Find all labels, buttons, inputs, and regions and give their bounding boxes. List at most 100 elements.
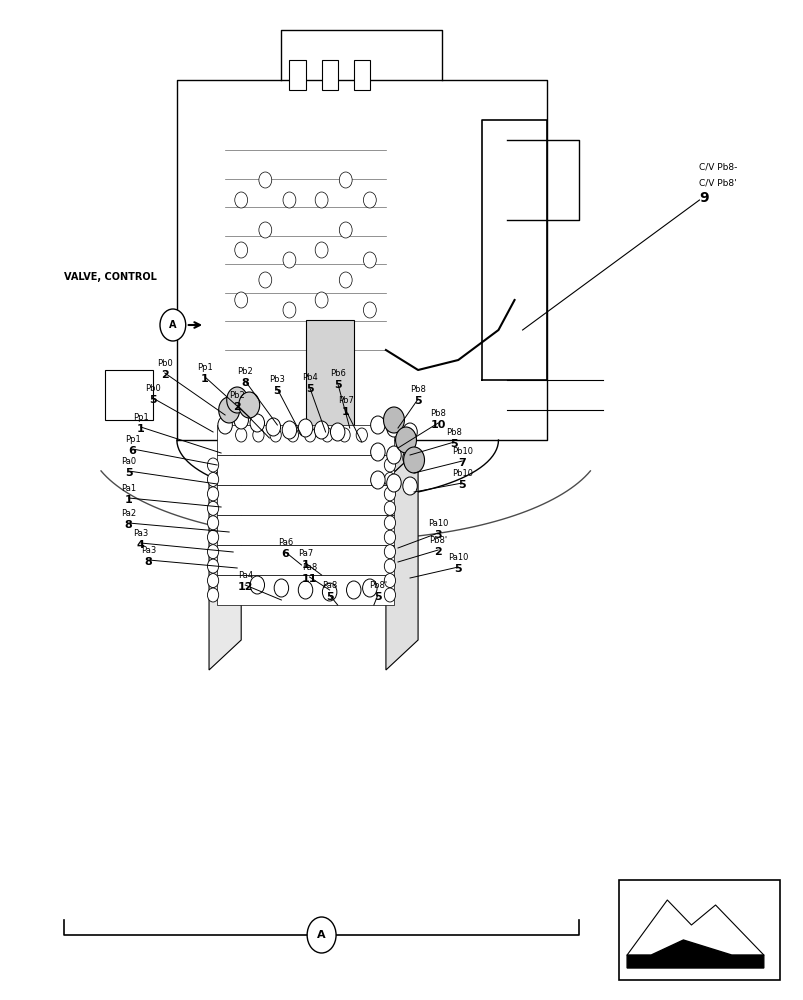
- Text: Pb6: Pb6: [329, 369, 345, 378]
- Circle shape: [402, 477, 417, 495]
- Text: Pb8: Pb8: [430, 409, 446, 418]
- Circle shape: [252, 428, 263, 442]
- Text: Pp1: Pp1: [132, 413, 149, 422]
- Polygon shape: [626, 940, 763, 968]
- Text: Pb8: Pb8: [446, 428, 462, 437]
- Text: Pb10: Pb10: [451, 469, 472, 478]
- Circle shape: [386, 474, 401, 492]
- Text: Pb2: Pb2: [237, 367, 253, 376]
- Circle shape: [234, 411, 248, 429]
- Text: Pb4: Pb4: [301, 373, 317, 382]
- Text: 1: 1: [124, 495, 132, 505]
- Circle shape: [270, 428, 281, 442]
- Text: Pa3: Pa3: [141, 546, 156, 555]
- Bar: [217, 425, 393, 455]
- Circle shape: [346, 581, 361, 599]
- Bar: [217, 455, 393, 485]
- Text: Pb8': Pb8': [429, 536, 446, 545]
- Circle shape: [234, 192, 247, 208]
- Text: Pa7: Pa7: [298, 549, 312, 558]
- Text: VALVE, CONTROL: VALVE, CONTROL: [64, 272, 157, 282]
- Circle shape: [235, 428, 247, 442]
- Circle shape: [259, 272, 271, 288]
- Circle shape: [384, 501, 395, 515]
- Text: 5: 5: [373, 592, 381, 602]
- Text: Pa2: Pa2: [121, 509, 136, 518]
- Circle shape: [207, 559, 218, 573]
- Circle shape: [207, 588, 218, 602]
- Bar: [353, 60, 369, 90]
- Circle shape: [384, 588, 395, 602]
- Circle shape: [322, 583, 336, 601]
- Text: 6: 6: [281, 549, 289, 559]
- Circle shape: [287, 428, 298, 442]
- Circle shape: [402, 423, 417, 441]
- Bar: [217, 575, 393, 605]
- Circle shape: [384, 516, 395, 530]
- Circle shape: [307, 917, 336, 953]
- Circle shape: [207, 545, 218, 559]
- Circle shape: [363, 252, 376, 268]
- Text: 5: 5: [149, 395, 157, 405]
- Text: 1: 1: [201, 374, 209, 384]
- Circle shape: [234, 242, 247, 258]
- Text: 1: 1: [341, 407, 349, 417]
- Text: Pb2: Pb2: [229, 391, 245, 400]
- Text: 2: 2: [233, 402, 241, 412]
- Text: 5: 5: [305, 384, 313, 394]
- Text: 5: 5: [124, 468, 132, 478]
- Circle shape: [207, 487, 218, 501]
- Circle shape: [282, 421, 296, 439]
- Text: 1: 1: [137, 424, 145, 434]
- Circle shape: [386, 446, 401, 464]
- Text: Pa8: Pa8: [322, 581, 336, 590]
- Circle shape: [274, 579, 288, 597]
- Text: Pb8': Pb8': [369, 581, 386, 590]
- Circle shape: [363, 192, 376, 208]
- Circle shape: [238, 392, 259, 418]
- Text: 6: 6: [128, 446, 137, 456]
- Circle shape: [384, 574, 395, 588]
- Text: Pb3: Pb3: [269, 375, 285, 384]
- Circle shape: [315, 292, 328, 308]
- Bar: [217, 545, 393, 575]
- Circle shape: [386, 419, 401, 437]
- Circle shape: [259, 172, 271, 188]
- Text: Pp1: Pp1: [124, 435, 141, 444]
- Circle shape: [226, 387, 247, 413]
- Circle shape: [370, 416, 385, 434]
- Circle shape: [207, 530, 218, 544]
- Text: 4: 4: [137, 540, 145, 550]
- Text: Pa3: Pa3: [133, 529, 148, 538]
- Text: 9: 9: [699, 191, 708, 205]
- Text: 7: 7: [458, 458, 466, 468]
- Circle shape: [384, 487, 395, 501]
- Circle shape: [218, 416, 232, 434]
- Circle shape: [298, 581, 312, 599]
- Text: 2: 2: [434, 547, 442, 557]
- Text: 5: 5: [273, 386, 281, 396]
- Text: Pb7: Pb7: [337, 396, 353, 405]
- Text: 5: 5: [454, 564, 462, 574]
- Circle shape: [250, 414, 264, 432]
- Circle shape: [356, 428, 367, 442]
- Text: Pa10: Pa10: [447, 553, 468, 562]
- Polygon shape: [209, 450, 418, 480]
- Circle shape: [283, 252, 296, 268]
- Text: 5: 5: [450, 439, 458, 449]
- Text: 2: 2: [161, 370, 169, 380]
- Text: 8: 8: [241, 378, 249, 388]
- Text: Pa8: Pa8: [302, 563, 316, 572]
- Circle shape: [384, 559, 395, 573]
- Text: 5: 5: [458, 480, 466, 490]
- Text: C/V Pb8-: C/V Pb8-: [699, 163, 737, 172]
- Text: 5: 5: [325, 592, 333, 602]
- Polygon shape: [209, 450, 241, 670]
- Text: Pa6: Pa6: [278, 538, 292, 547]
- Text: Pb8: Pb8: [410, 385, 426, 394]
- Circle shape: [384, 472, 395, 486]
- Circle shape: [259, 222, 271, 238]
- Text: 5: 5: [414, 396, 422, 406]
- Circle shape: [314, 421, 328, 439]
- Bar: [289, 60, 305, 90]
